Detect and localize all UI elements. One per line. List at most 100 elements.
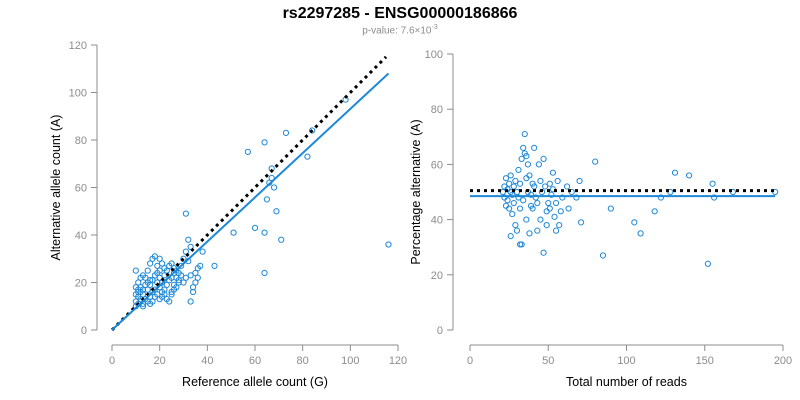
subtitle-exponent: -3: [431, 24, 438, 31]
left-data-point: [156, 274, 163, 281]
left-data-point: [154, 291, 161, 298]
right-data-point: [515, 166, 522, 174]
right-data-point: [504, 197, 511, 204]
left-data-point: [161, 265, 168, 272]
right-data-point: [516, 180, 524, 187]
right-x-tick-label: 150: [696, 355, 714, 367]
right-data-point: [548, 191, 555, 198]
left-data-point: [173, 284, 180, 291]
right-data-point: [554, 177, 561, 185]
left-data-point: [230, 229, 237, 236]
left-data-point: [135, 279, 142, 286]
left-data-point: [166, 298, 173, 305]
left-data-point: [309, 127, 316, 134]
left-data-point: [187, 298, 194, 305]
left-data-point: [270, 184, 278, 191]
right-data-point: [537, 216, 544, 223]
right-data-point: [578, 219, 585, 226]
right-data-point: [532, 194, 539, 201]
right-y-tick-label: 20: [431, 270, 443, 282]
right-data-point: [543, 222, 550, 229]
left-data-point: [251, 224, 259, 231]
right-data-point: [509, 191, 516, 198]
left-y-tick-label: 120: [69, 40, 87, 52]
left-data-point: [182, 274, 189, 281]
left-y-tick-label: 20: [75, 278, 87, 290]
left-data-point: [278, 236, 285, 243]
right-data-point: [540, 249, 547, 256]
left-data-point: [147, 277, 154, 284]
left-data-point: [161, 286, 168, 293]
left-data-point: [189, 288, 197, 296]
left-data-point: [144, 267, 151, 274]
left-data-point: [135, 288, 142, 296]
right-data-point: [552, 227, 560, 234]
right-data-point: [576, 177, 583, 185]
left-x-tick-label: 80: [297, 355, 309, 367]
right-data-point: [556, 222, 563, 229]
left-y-axis-title: Alternative allele count (A): [49, 115, 63, 261]
left-data-point: [180, 255, 187, 262]
left-x-tick-label: 0: [109, 355, 115, 367]
left-data-point: [142, 281, 149, 288]
right-data-point: [523, 216, 530, 223]
right-y-tick-label: 40: [431, 215, 443, 227]
left-data-point: [180, 279, 187, 286]
subtitle-pvalue: p-value: 7.6×10: [362, 25, 432, 37]
right-data-point: [537, 177, 544, 185]
left-data-point: [168, 291, 175, 298]
left-data-point: [149, 277, 156, 284]
left-x-tick-label: 20: [154, 355, 166, 367]
right-data-point: [524, 161, 532, 168]
right-x-axis: 0 50 100 150 200: [467, 344, 792, 367]
right-data-point: [526, 230, 533, 237]
left-x-tick-label: 40: [201, 355, 213, 367]
left-y-tick-label: 100: [69, 88, 87, 100]
right-data-point: [545, 199, 552, 207]
right-data-point: [631, 219, 638, 226]
left-data-point: [261, 139, 268, 146]
right-data-point: [513, 227, 521, 234]
left-x-axis: 0 20 40 60 80 100 120: [109, 344, 407, 367]
left-data-point: [192, 279, 199, 286]
right-y-tick-label: 0: [437, 325, 443, 337]
right-data-point: [552, 199, 560, 207]
right-data-point: [549, 169, 557, 176]
left-data-point: [273, 208, 280, 215]
right-data-point: [546, 180, 553, 187]
left-data-point: [211, 262, 218, 269]
right-data-point: [651, 208, 658, 215]
right-data-point: [559, 194, 566, 201]
right-x-tick-label: 200: [774, 355, 792, 367]
left-data-point: [197, 262, 204, 269]
right-data-points: [499, 130, 779, 267]
right-data-point: [520, 197, 527, 204]
right-data-point: [565, 205, 572, 212]
right-data-point: [512, 177, 519, 185]
left-x-tick-label: 60: [249, 355, 261, 367]
left-y-axis: 0 20 40 60 80 100 120: [69, 40, 98, 337]
chart-subtitle: p-value: 7.6×10-3: [0, 24, 800, 36]
right-data-point: [709, 180, 716, 187]
left-expected-ratio-line: [110, 55, 388, 332]
right-data-point: [671, 169, 679, 176]
left-data-point: [178, 272, 185, 279]
right-data-point: [507, 233, 514, 240]
right-data-point: [510, 199, 517, 207]
right-data-point: [518, 155, 525, 162]
scatter-panel-allele-counts: 0 20 40 60 80 100 120 Reference allele count (G…: [49, 40, 407, 389]
right-data-point: [520, 144, 527, 151]
left-data-points: [132, 96, 392, 310]
right-data-point: [535, 161, 542, 168]
left-data-point: [158, 260, 166, 267]
right-data-point: [563, 183, 571, 190]
left-data-point: [139, 303, 147, 310]
right-data-point: [509, 210, 516, 218]
right-data-point: [516, 241, 524, 248]
left-y-tick-label: 0: [81, 325, 87, 337]
right-y-tick-label: 100: [425, 49, 443, 61]
right-data-point: [523, 153, 530, 160]
chart-title: rs2297285 - ENSG00000186866: [282, 5, 518, 22]
right-data-point: [534, 227, 541, 234]
left-x-tick-label: 120: [389, 355, 407, 367]
